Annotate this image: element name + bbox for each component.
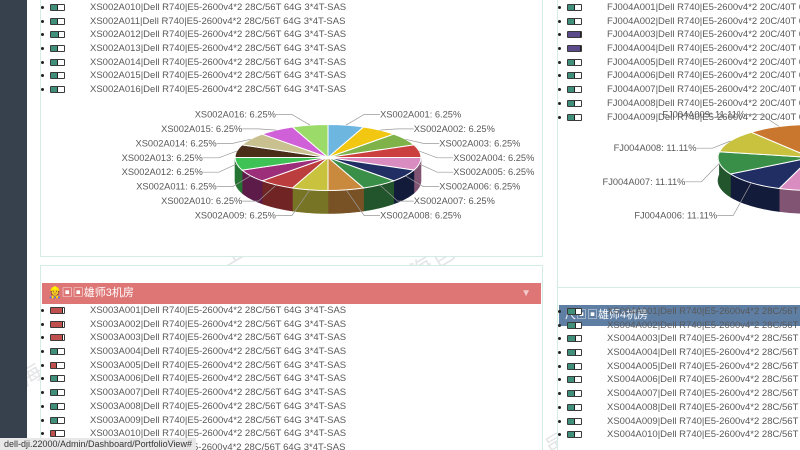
svg-text:FJ004A009: 11.11%: FJ004A009: 11.11% (662, 110, 745, 120)
svg-text:FJ004A008: 11.11%: FJ004A008: 11.11% (614, 143, 697, 153)
svg-text:FJ004A007: 11.11%: FJ004A007: 11.11% (603, 177, 686, 187)
svg-text:FJ004A006: 11.11%: FJ004A006: 11.11% (634, 211, 717, 221)
